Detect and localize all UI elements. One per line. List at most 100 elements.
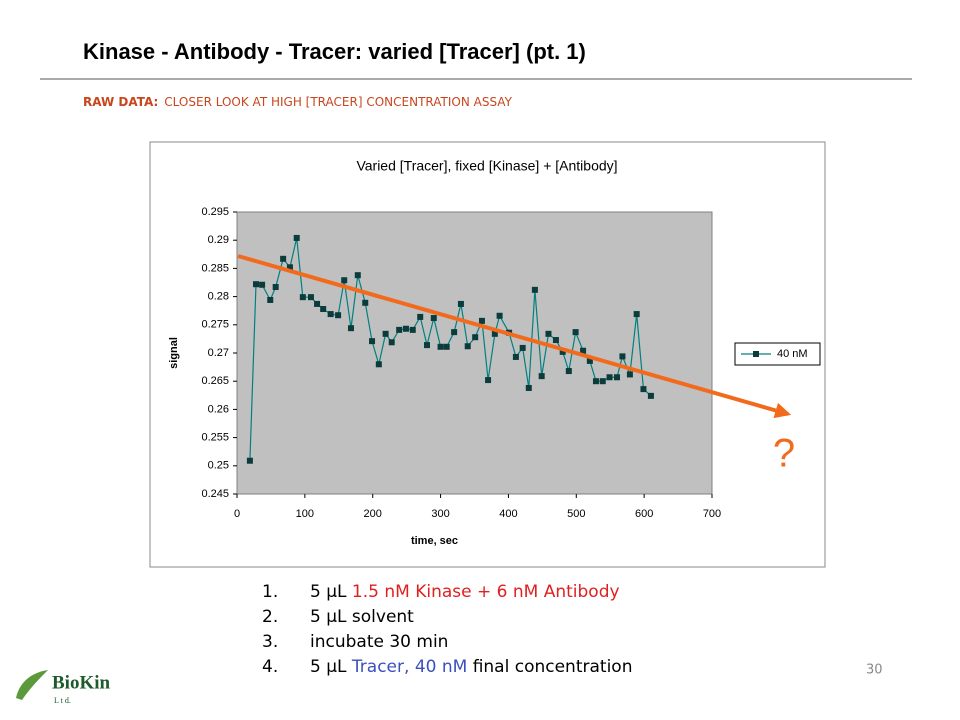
point	[464, 343, 471, 350]
point	[246, 457, 253, 464]
step-part: 5 μL solvent	[310, 607, 414, 627]
point	[348, 325, 354, 332]
point	[491, 330, 498, 337]
point	[293, 234, 300, 241]
point	[307, 294, 314, 301]
y-tick-label: 0.26	[208, 403, 229, 415]
point	[586, 357, 593, 364]
chart: Varied [Tracer], fixed [Kinase] + [Antib…	[168, 158, 821, 547]
point	[565, 368, 572, 375]
step: 5 μL 1.5 nM Kinase + 6 nM Antibody	[310, 582, 620, 602]
annotation: ?	[773, 432, 795, 476]
logo-suffix: L t d.	[54, 696, 71, 705]
point	[369, 338, 376, 345]
y-tick-label: 0.285	[201, 262, 229, 274]
point	[451, 329, 458, 336]
point	[272, 284, 279, 291]
y-tick-label: 0.275	[201, 319, 229, 331]
x-tick-label: 700	[703, 508, 721, 520]
y-axis-label: signal	[168, 337, 180, 369]
point	[559, 348, 566, 355]
x-tick-label: 200	[364, 508, 382, 520]
step-part: 1.5 nM Kinase + 6 nM Antibody	[352, 582, 620, 602]
point	[267, 296, 274, 303]
chart-title: Varied [Tracer], fixed [Kinase] + [Antib…	[356, 158, 617, 174]
point	[626, 371, 633, 378]
steps: 1. 5 μL 1.5 nM Kinase + 6 nM Antibody 2.…	[262, 582, 632, 677]
point	[320, 306, 327, 313]
step-part: 5 μL	[310, 582, 347, 602]
step: 5 μL solvent	[310, 607, 414, 627]
point	[592, 378, 599, 385]
y-tick-label: 0.255	[201, 432, 229, 444]
point	[354, 272, 361, 279]
y-tick-label: 0.29	[208, 234, 229, 246]
point	[485, 377, 492, 384]
logo-name: BioKin	[52, 672, 111, 693]
subtitle: RAW DATA: CLOSER LOOK AT HIGH [TRACER] CO…	[83, 95, 513, 109]
legend-label: 40 nM	[777, 348, 808, 360]
y-tick-label: 0.295	[201, 206, 229, 218]
point	[299, 294, 306, 301]
step-part: final concentration	[473, 657, 633, 677]
point	[409, 326, 416, 333]
point	[396, 326, 403, 333]
point	[375, 361, 382, 368]
point	[424, 342, 430, 349]
point	[496, 312, 503, 319]
point	[614, 374, 620, 381]
point	[580, 347, 587, 354]
point	[599, 378, 606, 385]
point	[647, 392, 654, 399]
step-part: 5 μL	[310, 657, 347, 677]
x-tick-label: 100	[296, 508, 314, 520]
point	[388, 339, 395, 346]
point	[640, 386, 647, 393]
x-tick-label: 0	[234, 508, 240, 520]
point	[525, 384, 532, 391]
y-tick-label: 0.28	[208, 291, 229, 303]
point	[335, 312, 342, 319]
step-part: incubate 30 min	[310, 632, 448, 652]
step-number: 4.	[262, 657, 278, 677]
point	[531, 286, 538, 293]
y-tick-label: 0.25	[208, 460, 229, 472]
subtitle-lead: RAW DATA:	[83, 95, 158, 109]
y-tick-label: 0.245	[201, 488, 229, 500]
step-number: 2.	[262, 607, 278, 627]
point	[545, 330, 552, 337]
y-tick-label: 0.265	[201, 375, 229, 387]
point	[253, 281, 259, 288]
y-tick-label: 0.27	[208, 347, 229, 359]
point	[572, 329, 579, 336]
point	[633, 311, 640, 318]
point	[341, 277, 348, 284]
point	[538, 373, 545, 380]
x-axis-label: time, sec	[411, 535, 458, 547]
x-tick-label: 600	[635, 508, 653, 520]
point	[417, 313, 424, 320]
point	[443, 343, 450, 350]
page-number: 30	[866, 663, 883, 678]
step: incubate 30 min	[310, 632, 448, 652]
x-tick-label: 300	[431, 508, 449, 520]
point	[472, 334, 479, 341]
legend-marker	[753, 351, 759, 357]
point	[437, 343, 444, 350]
logo-leaf	[16, 670, 48, 700]
point	[327, 311, 334, 318]
point	[382, 330, 389, 337]
point	[362, 299, 369, 306]
step-number: 3.	[262, 632, 278, 652]
point	[402, 325, 409, 332]
step-number: 1.	[262, 582, 278, 602]
point	[552, 337, 559, 344]
point	[280, 255, 287, 262]
subtitle-text: CLOSER LOOK AT HIGH [TRACER] CONCENTRATI…	[164, 95, 512, 109]
step-part: Tracer, 40 nM	[351, 657, 467, 677]
point	[519, 344, 526, 351]
point	[606, 374, 613, 381]
point	[478, 317, 485, 324]
trend-arrow	[237, 254, 792, 419]
